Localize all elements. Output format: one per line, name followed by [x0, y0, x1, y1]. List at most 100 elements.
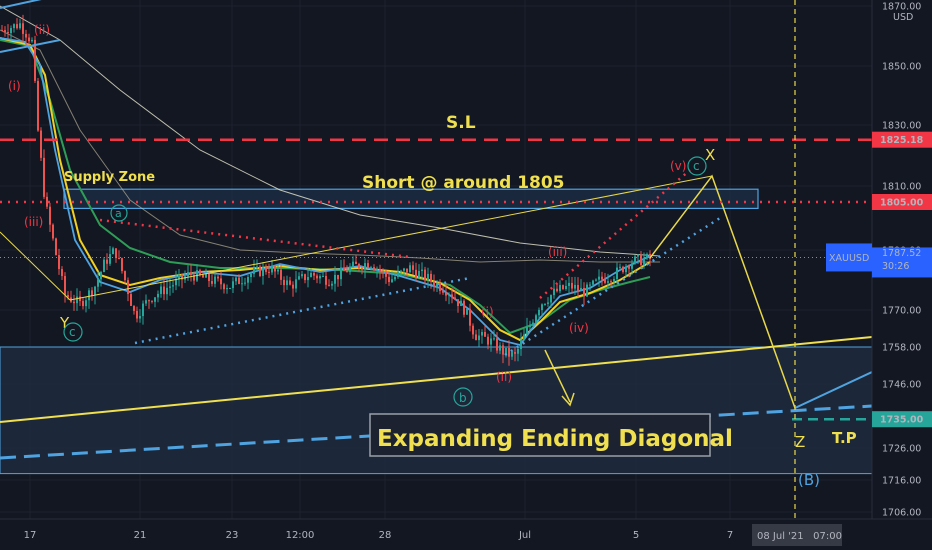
channel-line-upper	[0, 0, 42, 9]
candle-body	[613, 278, 615, 282]
candle-body	[208, 273, 210, 282]
candle-body	[445, 292, 447, 296]
candle-body	[97, 279, 99, 287]
candle-body	[220, 278, 222, 285]
candle-body	[523, 334, 525, 341]
candle-body	[109, 254, 111, 264]
candle-body	[418, 270, 420, 278]
time-tick-label: 7	[727, 530, 733, 541]
candle-body	[343, 267, 345, 271]
candle-body	[310, 272, 312, 278]
pattern-label: Expanding Ending Diagonal	[377, 426, 733, 452]
candle-body	[466, 308, 468, 315]
current-price-countdown: 30:26	[882, 261, 909, 272]
candle-body	[148, 300, 150, 302]
wave-b-circle	[453, 387, 473, 407]
blue-dotted-wedge-low	[504, 216, 721, 357]
candle-body	[295, 279, 297, 289]
candle-body	[517, 349, 519, 354]
candle-body	[568, 282, 570, 286]
candle-body	[10, 28, 12, 34]
candle-body	[67, 295, 69, 298]
candle-body	[118, 258, 120, 260]
current-price-symbol: XAUUSD	[829, 253, 869, 264]
candle-body	[325, 275, 327, 285]
time-tick-label: 12:00	[286, 530, 315, 541]
price-tag-label: 1805.00	[880, 198, 924, 209]
ma-100-line	[0, 29, 660, 263]
candle-body	[4, 30, 6, 33]
candle-body	[403, 268, 405, 271]
candle-body	[382, 271, 384, 273]
candle-body	[121, 258, 123, 272]
price-tag-box	[872, 131, 932, 148]
candle-body	[592, 280, 594, 285]
candle-body	[79, 296, 81, 302]
candle-body	[193, 274, 195, 281]
candle-body	[355, 261, 357, 265]
candle-body	[73, 301, 75, 304]
ma-10-line	[0, 37, 651, 347]
wave-red-i-label: (i)	[8, 79, 21, 93]
price-tags: 1825.18 1805.00 1735.00	[872, 131, 932, 428]
time-cursor-tag	[752, 524, 842, 546]
candle-body	[547, 302, 549, 304]
candle-body	[112, 248, 114, 255]
yellow-channel-top	[69, 175, 713, 301]
candle-body	[322, 275, 324, 277]
time-axis-labels: 17 21 23 12:00 28 Jul 5 7	[24, 530, 734, 541]
candle-body	[469, 308, 471, 326]
price-tick-label: 1870.00	[882, 2, 921, 13]
price-tag-box	[872, 194, 932, 210]
time-tick-label: 5	[633, 530, 639, 541]
short-entry-label: Short @ around 1805	[362, 173, 565, 193]
candle-body	[319, 276, 321, 279]
candle-body	[619, 266, 621, 268]
candle-body	[436, 283, 438, 287]
candle-body	[280, 269, 282, 280]
candle-body	[253, 268, 255, 274]
candle-body	[217, 276, 219, 279]
candle-body	[598, 276, 600, 280]
candle-body	[601, 276, 603, 280]
candle-body	[646, 253, 648, 259]
wave-a-label: a	[115, 207, 122, 220]
candle-body	[586, 284, 588, 297]
candle-body	[481, 332, 483, 336]
candle-body	[649, 253, 651, 259]
candle-body	[595, 279, 597, 281]
candle-body	[274, 266, 276, 272]
candle-body	[556, 288, 558, 292]
wave-a-circle	[110, 204, 128, 222]
take-profit-label: T.P	[832, 429, 857, 447]
current-price-value: 1787.52	[882, 248, 921, 259]
candle-body	[616, 267, 618, 279]
candle-body	[505, 347, 507, 355]
candle-body	[175, 278, 177, 286]
supply-zone	[63, 188, 759, 209]
candle-body	[16, 24, 18, 29]
candle-body	[388, 276, 390, 283]
candle-body	[7, 32, 9, 34]
candle-body	[457, 299, 459, 306]
candle-body	[226, 288, 228, 290]
blue-dotted-support	[134, 276, 471, 345]
candle-body	[19, 23, 21, 29]
candles	[1, 14, 651, 366]
candle-body	[352, 261, 354, 267]
candle-body	[160, 286, 162, 294]
candle-body	[307, 277, 309, 281]
candle-body	[496, 338, 498, 351]
wave-red-v-label: (v)	[670, 159, 686, 173]
candle-body	[34, 39, 36, 81]
candle-body	[211, 281, 213, 284]
price-tick-label: 1746.00	[882, 380, 921, 391]
candle-body	[313, 272, 315, 276]
candle-body	[430, 273, 432, 282]
candle-body	[577, 284, 579, 291]
projection-path-blue	[794, 371, 872, 409]
candle-body	[277, 269, 279, 272]
candle-body	[202, 274, 204, 278]
candle-body	[349, 266, 351, 273]
